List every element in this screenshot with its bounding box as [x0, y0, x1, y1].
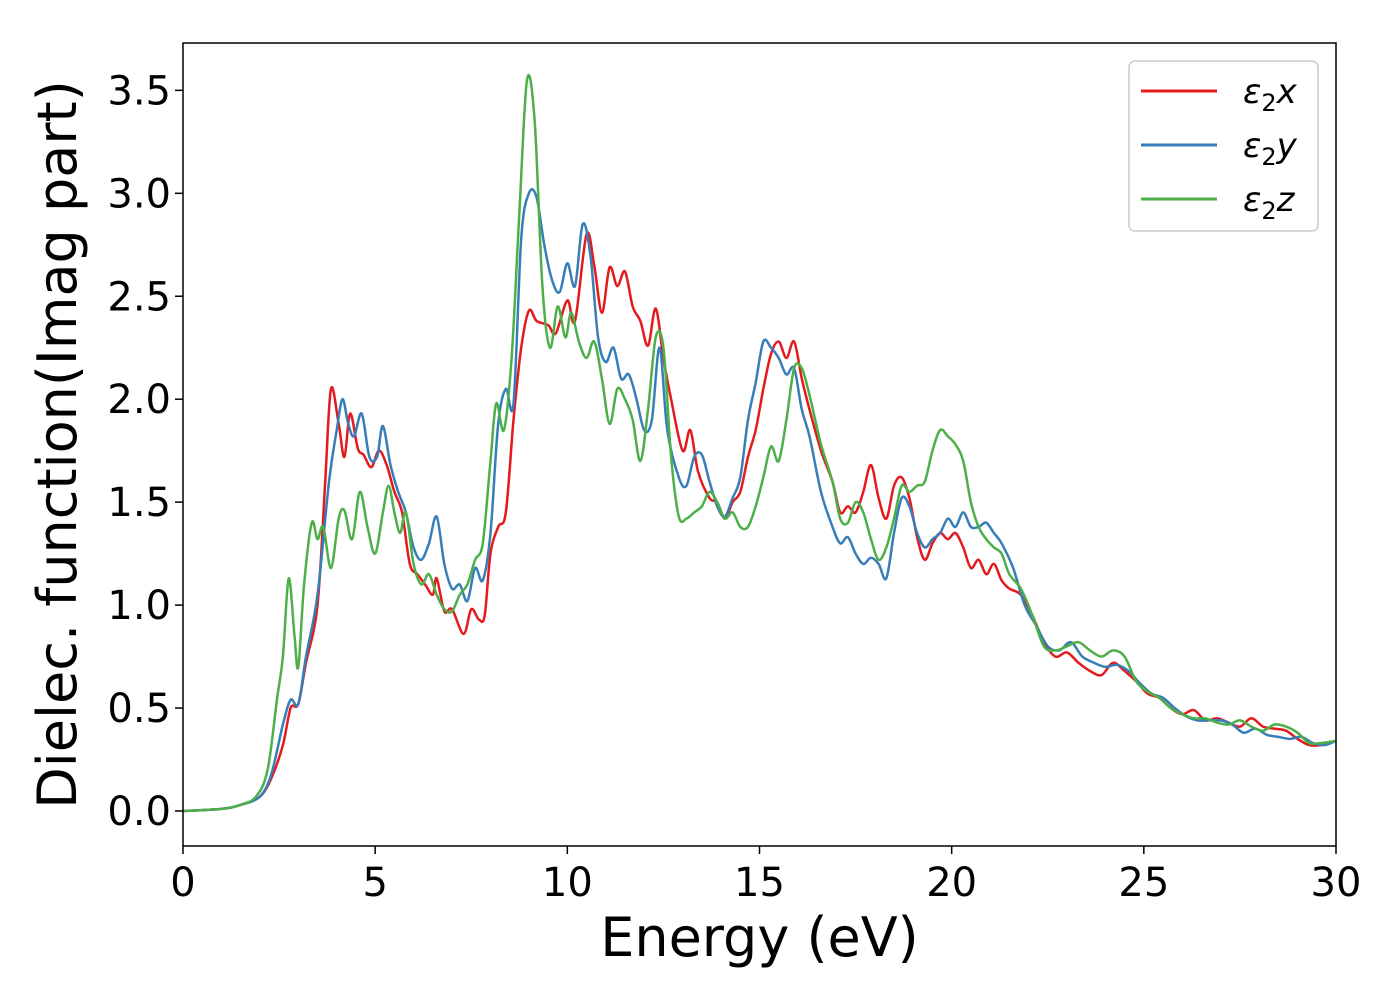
- x-tick-label: 5: [362, 860, 387, 906]
- legend-box: [1128, 60, 1319, 232]
- y-tick-label: 0.0: [107, 789, 171, 835]
- plot-lines: [182, 73, 1337, 813]
- y-tick-label: 3.5: [107, 68, 171, 114]
- x-tick-label: 30: [1311, 860, 1362, 906]
- y-tick-label: 1.0: [107, 583, 171, 629]
- x-tick-label: 15: [734, 860, 785, 906]
- legend-entry: ε2y: [1243, 126, 1298, 171]
- x-axis-label: Energy (eV): [600, 906, 919, 969]
- legend-entry: ε2x: [1243, 72, 1298, 117]
- x-tick-label: 10: [542, 860, 593, 906]
- y-tick-label: 3.0: [107, 171, 171, 217]
- y-tick-label: 2.0: [107, 377, 171, 423]
- x-tick-label: 25: [1118, 860, 1169, 906]
- y-tick-label: 0.5: [107, 686, 171, 732]
- series-line-1: [182, 231, 1337, 813]
- x-tick-label: 20: [926, 860, 977, 906]
- y-axis-label: Dielec. function(Imag part): [26, 80, 89, 809]
- y-axis-ticks: 0.0 0.5 1.0 1.5 2.0 2.5 3.0 3.5: [107, 68, 183, 835]
- x-tick-label: 0: [170, 860, 195, 906]
- legend-entry: ε2z: [1243, 180, 1296, 225]
- legend: ε2x ε2y ε2z: [1128, 60, 1319, 232]
- x-axis-ticks: 0 5 10 15 20 25 30: [170, 846, 1361, 906]
- y-tick-label: 1.5: [107, 480, 171, 526]
- series-line-2: [182, 188, 1337, 813]
- y-tick-label: 2.5: [107, 274, 171, 320]
- series-line-3: [182, 73, 1337, 813]
